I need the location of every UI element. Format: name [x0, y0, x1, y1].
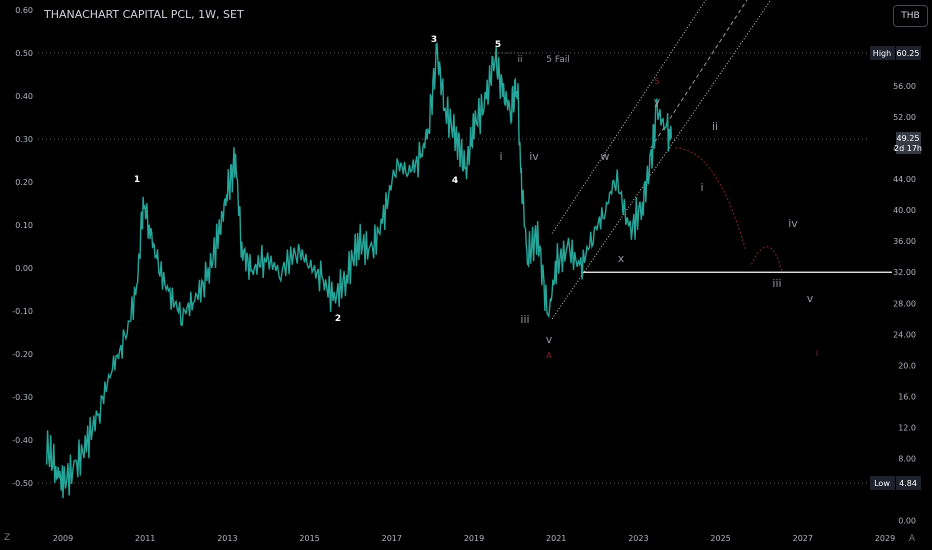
- right-axis-tick: 12.0: [898, 423, 916, 432]
- wave-label-3: 3: [431, 35, 437, 45]
- wave-label-y: y: [654, 95, 661, 108]
- x-axis-tick: 2013: [217, 534, 237, 543]
- x-axis-tick: 2021: [546, 534, 566, 543]
- wave-label-iii: iii: [520, 313, 529, 326]
- right-axis-tick: 32.00: [893, 268, 916, 277]
- right-axis-tick: 36.00: [893, 237, 916, 246]
- wave-label-1: 1: [134, 175, 140, 185]
- projection-label-ii: ii: [712, 120, 718, 133]
- right-axis-tick: 16.0: [898, 392, 916, 401]
- right-axis-tick: 28.00: [893, 299, 916, 308]
- left-axis-tick: 0.10: [15, 221, 33, 230]
- chart-title: THANACHART CAPITAL PCL, 1W, SET: [44, 8, 244, 21]
- low-price-tag-value: 4.84: [899, 479, 917, 488]
- right-axis-tick: 56.00: [893, 82, 916, 91]
- red-label-A: A: [546, 351, 552, 360]
- x-axis-tick: 2029: [875, 534, 895, 543]
- last-price-bg: [896, 132, 921, 154]
- right-axis-tick: 24.00: [893, 330, 916, 339]
- right-axis-tick: 8.00: [898, 454, 916, 463]
- projection-label-iii: iii: [772, 277, 781, 290]
- left-axis-tick: -0.50: [12, 479, 33, 488]
- last-price-value: 49.25: [897, 134, 920, 143]
- high-price-tag-value-bg: [896, 46, 921, 60]
- currency-button[interactable]: THB: [893, 5, 928, 27]
- right-axis-tick: 0.00: [898, 517, 916, 526]
- wave-label-5: 5: [495, 40, 501, 50]
- left-axis-tick: 0.60: [15, 6, 33, 15]
- right-axis-tick: 20.0: [898, 361, 916, 370]
- left-axis-tick: -0.20: [12, 350, 33, 359]
- low-price-tag-label-bg: [870, 476, 895, 490]
- wave-label-5-fail: 5 Fail: [546, 55, 569, 65]
- wave-label-w: w: [601, 150, 610, 163]
- x-axis-tick: 2009: [53, 534, 73, 543]
- channel-mid-line: [650, 0, 748, 149]
- high-price-tag-label: High: [873, 49, 891, 58]
- low-price-tag-label: Low: [874, 479, 890, 488]
- left-axis-tick: -0.10: [12, 307, 33, 316]
- wave-label-iv: iv: [529, 150, 539, 163]
- x-axis-tick: 2027: [793, 534, 813, 543]
- scale-corner-icon[interactable]: Z: [4, 533, 11, 543]
- high-price-tag: High 60.25: [870, 46, 921, 60]
- projection-label-iv: iv: [788, 217, 798, 230]
- left-axis-tick: -0.30: [12, 393, 33, 402]
- projection-label-i: i: [700, 181, 703, 194]
- red-label-5: 5: [654, 77, 659, 86]
- x-axis-tick: 2023: [628, 534, 648, 543]
- high-price-tag-label-bg: [870, 46, 895, 60]
- left-axis-tick: 0.50: [15, 49, 33, 58]
- x-axis-tick: 2017: [382, 534, 402, 543]
- x-axis-tick: 2011: [135, 534, 155, 543]
- wave-label-i: i: [499, 150, 502, 163]
- channel-upper-line: [551, 0, 707, 234]
- x-axis-tick: 2015: [299, 534, 319, 543]
- left-axis-tick: 0.20: [15, 178, 33, 187]
- right-axis-tick: 40.00: [893, 206, 916, 215]
- low-price-tag: Low 4.84: [870, 476, 921, 490]
- left-axis-tick: 0.40: [15, 92, 33, 101]
- projection-label-v: v: [807, 292, 814, 305]
- red-label-I: I: [816, 349, 818, 358]
- right-axis-tick: 44.00: [893, 175, 916, 184]
- wave-label-v: v: [546, 333, 553, 346]
- wave-label-fail-ii: ii: [517, 55, 522, 65]
- left-axis-tick: 0.00: [15, 264, 33, 273]
- auto-scale-button[interactable]: A: [908, 534, 916, 544]
- wave-label-x: x: [618, 252, 625, 265]
- left-axis-tick: 0.30: [15, 135, 33, 144]
- projection-curve: [675, 147, 783, 273]
- left-axis-tick: -0.40: [12, 436, 33, 445]
- wave-label-2: 2: [335, 314, 341, 324]
- last-price-countdown: 2d 17h: [894, 144, 922, 153]
- right-axis-tick: 52.00: [893, 113, 916, 122]
- x-axis-tick: 2025: [710, 534, 730, 543]
- wave-label-4: 4: [452, 176, 458, 186]
- low-price-tag-value-bg: [896, 476, 921, 490]
- x-axis-tick: 2019: [464, 534, 484, 543]
- high-price-tag-value: 60.25: [897, 49, 920, 58]
- price-series-line: [45, 42, 672, 499]
